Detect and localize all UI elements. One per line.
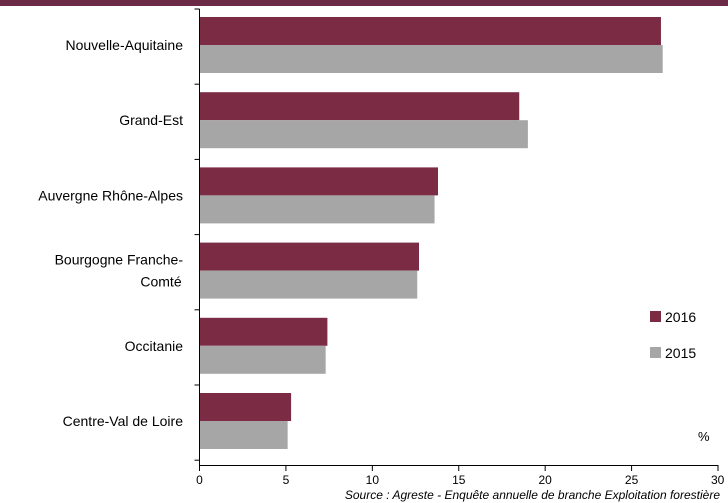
bar-2016-3: [199, 242, 419, 271]
category-label-2: Auvergne Rhône-Alpes: [38, 187, 183, 203]
x-tick-label-20: 20: [538, 473, 552, 487]
category-label-line: Auvergne Rhône-Alpes: [38, 187, 183, 203]
bar-2015-1: [199, 120, 528, 149]
x-axis-ticks: 0 5 10 15 20 25 30: [196, 465, 725, 487]
header-band: [0, 0, 728, 6]
x-tick-label-10: 10: [366, 473, 380, 487]
x-tick-label-0: 0: [196, 473, 203, 487]
category-label-1: Grand-Est: [119, 112, 183, 128]
category-label-4: Occitanie: [125, 338, 184, 354]
category-labels: Nouvelle-Aquitaine Grand-Est Auvergne Rhôn…: [38, 37, 183, 429]
y-axis-ticks: [194, 8, 200, 461]
category-label-3: Bourgogne Franche- Comté: [55, 252, 184, 290]
bar-2015-0: [199, 45, 663, 73]
bar-2015-3: [199, 270, 418, 299]
unit-label: %: [698, 429, 710, 444]
bar-2016-0: [199, 17, 661, 45]
legend: 2016 2015: [650, 309, 696, 361]
legend-swatch-2016: [650, 311, 661, 322]
bar-2016-5: [199, 393, 292, 421]
x-tick-label-5: 5: [283, 473, 290, 487]
source-note: Source : Agreste - Enquête annuelle de b…: [345, 488, 720, 502]
bar-2016-2: [199, 167, 439, 196]
x-tick-label-25: 25: [625, 473, 639, 487]
category-label-line: Nouvelle-Aquitaine: [65, 37, 183, 53]
bar-2015-2: [199, 195, 435, 224]
bars-group: [199, 17, 663, 449]
category-label-line: Bourgogne Franche-: [55, 252, 184, 268]
category-label-line: Occitanie: [125, 338, 184, 354]
category-label-line: Grand-Est: [119, 112, 183, 128]
category-label-line: Centre-Val de Loire: [63, 413, 184, 429]
category-label-0: Nouvelle-Aquitaine: [65, 37, 183, 53]
bar-2016-4: [199, 317, 328, 346]
legend-swatch-2015: [650, 347, 661, 358]
bar-2016-1: [199, 92, 520, 121]
bar-2015-5: [199, 421, 288, 449]
bar-2015-4: [199, 345, 326, 374]
category-label-line: Comté: [140, 274, 181, 290]
category-label-5: Centre-Val de Loire: [63, 413, 184, 429]
x-tick-label-30: 30: [711, 473, 725, 487]
x-tick-label-15: 15: [452, 473, 466, 487]
legend-label-2015: 2015: [665, 345, 696, 361]
legend-label-2016: 2016: [665, 309, 696, 325]
